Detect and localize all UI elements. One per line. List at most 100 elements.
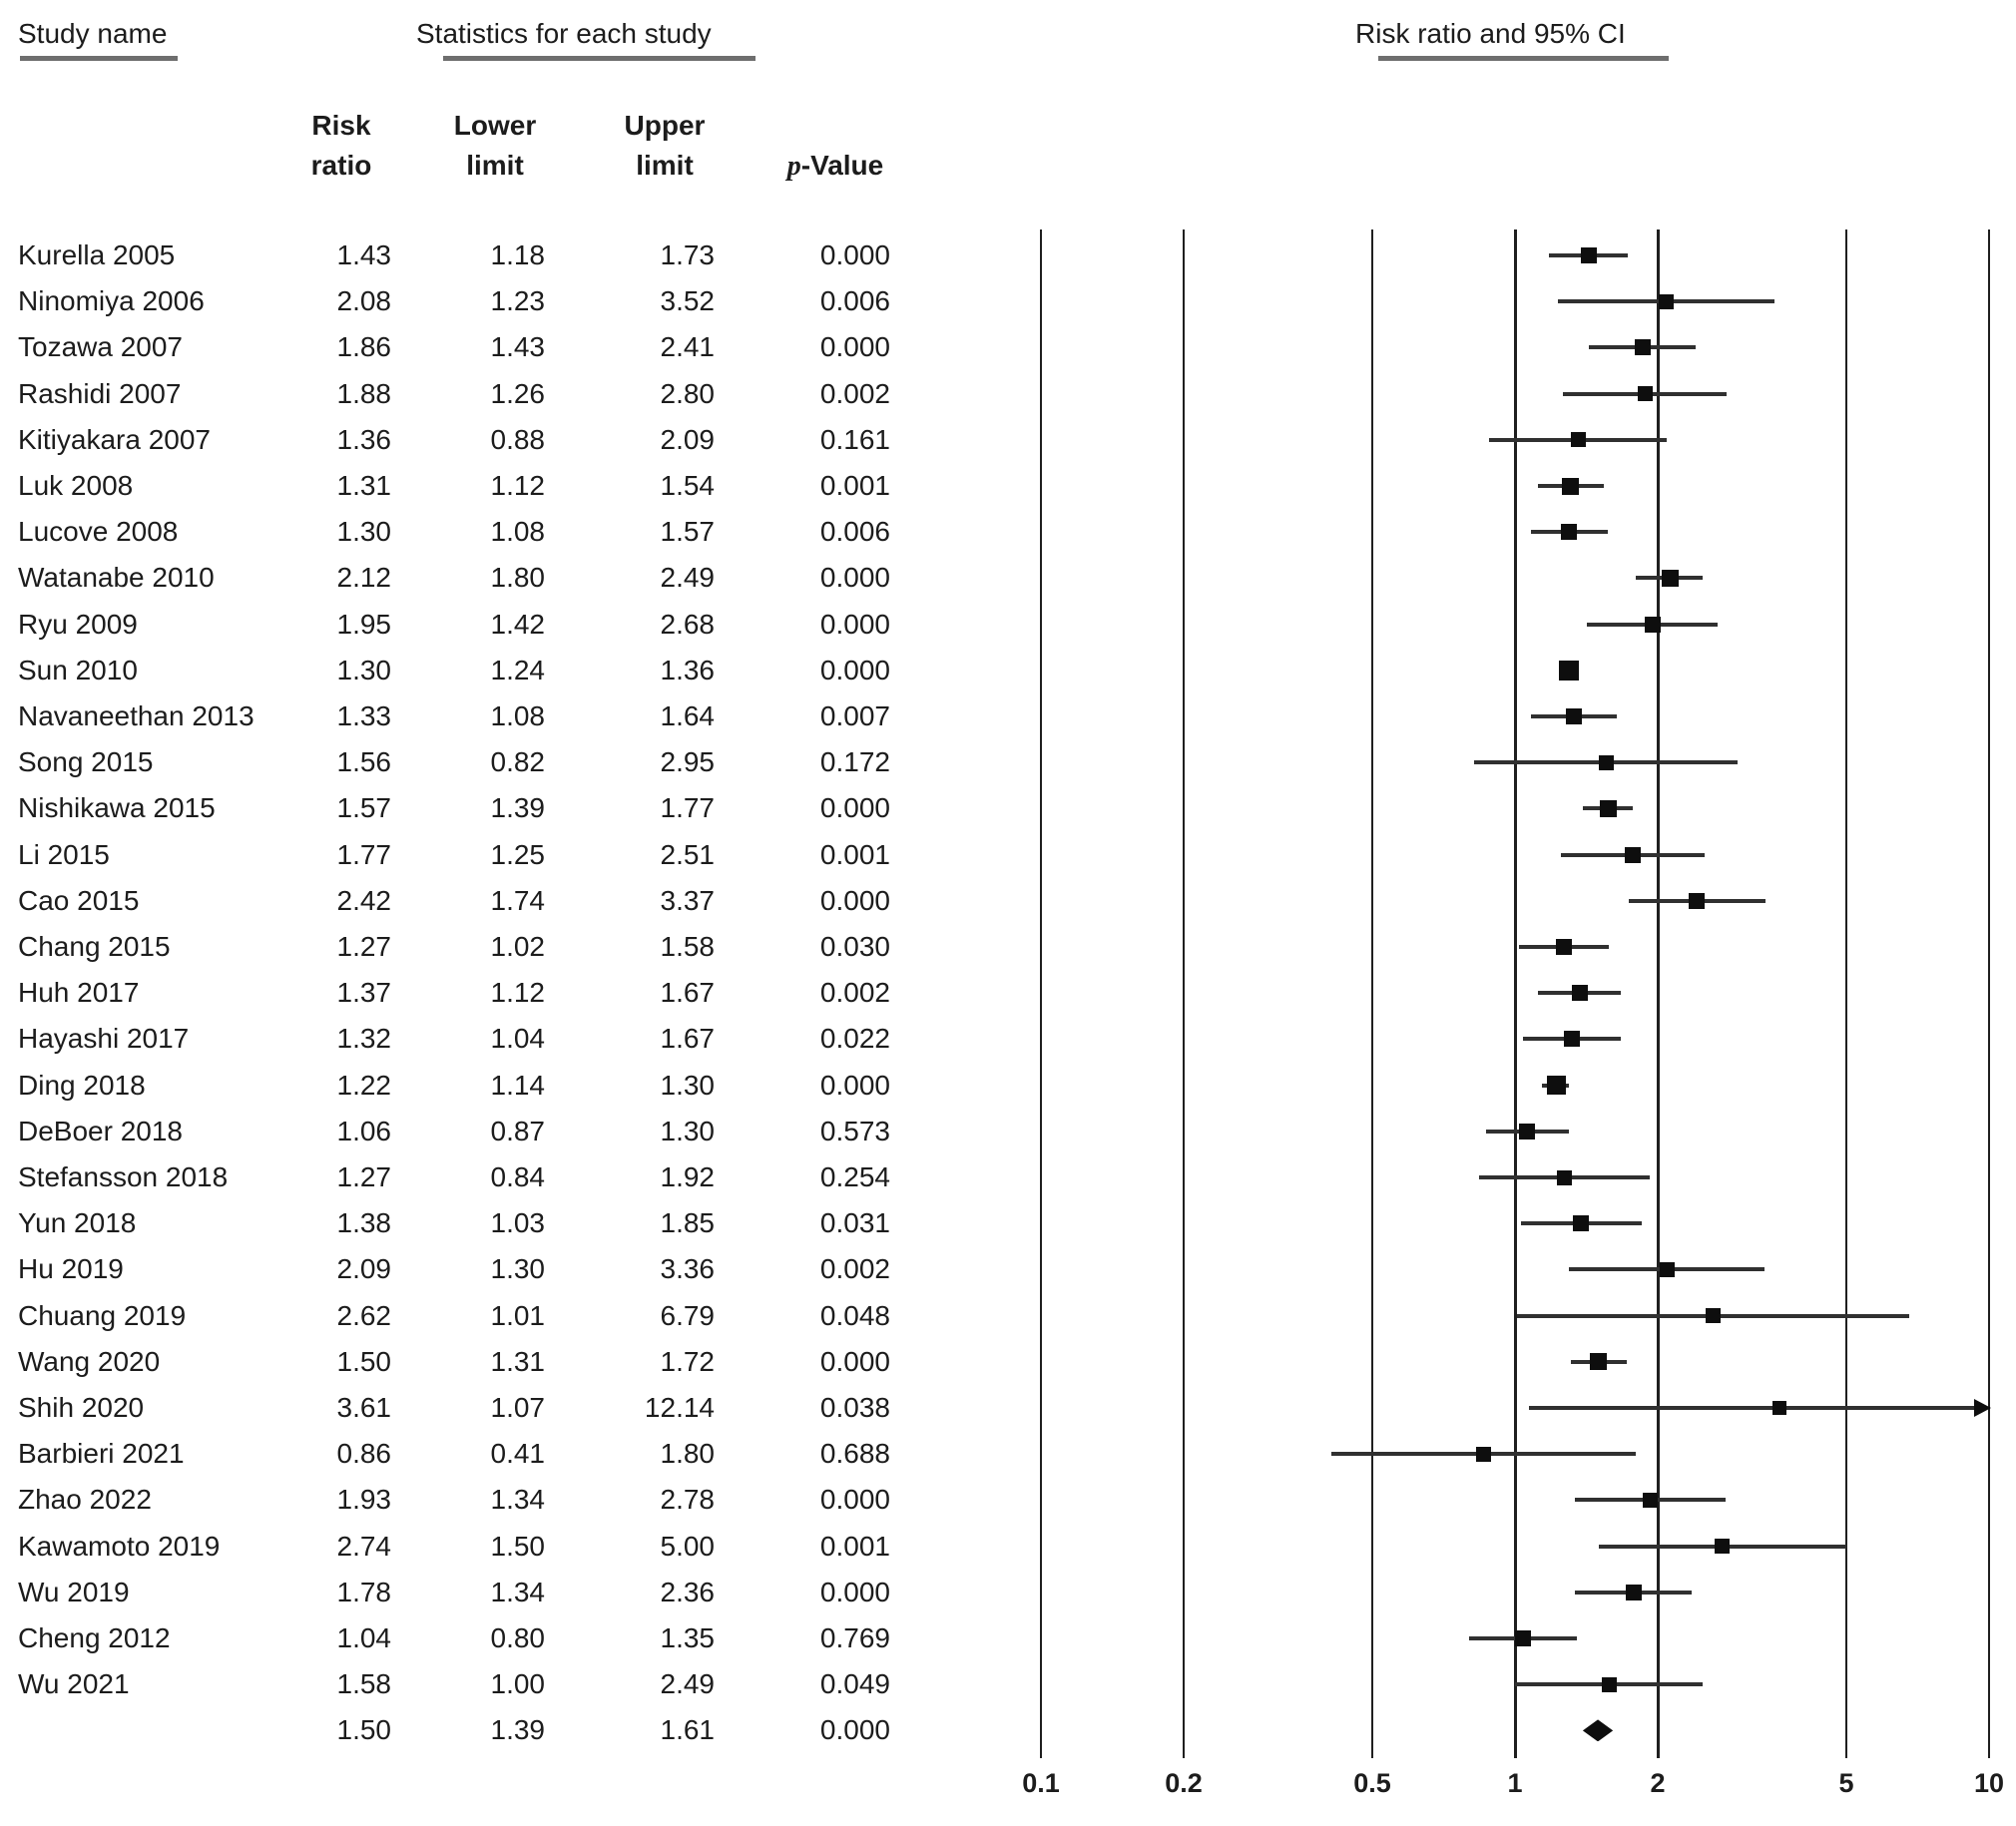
p-value-cell: 0.769 [819,1622,890,1653]
point-marker [1580,247,1597,263]
gridline [1845,229,1847,1758]
statistics-header: Statistics for each study [416,18,712,49]
risk-ratio-cell: 2.09 [336,1253,392,1285]
study-name-cell: Cao 2015 [18,884,140,916]
upper-limit-cell: 12.14 [644,1392,715,1423]
table-row: Hayashi 2017 1.32 1.04 1.67 0.022 [0,1022,998,1056]
lower-limit-cell: 1.24 [490,654,546,685]
point-marker [1556,1169,1572,1185]
p-value-cell: 0.000 [819,792,890,824]
risk-ratio-cell: 1.88 [336,377,392,409]
p-value-cell: 0.000 [819,1484,890,1516]
study-name-underline [20,56,178,61]
column-header-lower-limit-line1: Lower [453,110,537,141]
axis-tick-label: 10 [1973,1768,2005,1798]
risk-ratio-cell: 1.27 [336,1161,392,1192]
study-name-cell: Stefansson 2018 [18,1161,229,1192]
statistics-underline [443,56,756,61]
risk-ratio-cell: 1.38 [336,1207,392,1239]
table-row: Luk 2008 1.31 1.12 1.54 0.001 [0,469,998,503]
gridline [1656,229,1660,1758]
study-name-cell: Wu 2019 [18,1576,130,1607]
table-row: Watanabe 2010 2.12 1.80 2.49 0.000 [0,561,998,595]
risk-ratio-cell: 1.31 [336,470,392,501]
upper-limit-cell: 1.80 [660,1438,716,1470]
upper-limit-cell: 2.95 [660,746,716,778]
p-value-cell: 0.049 [819,1668,890,1700]
table-row: Sun 2010 1.30 1.24 1.36 0.000 [0,654,998,687]
point-marker [1643,1492,1659,1508]
table-row: Stefansson 2018 1.27 0.84 1.92 0.254 [0,1160,998,1194]
point-marker [1771,1401,1786,1415]
lower-limit-cell: 0.41 [490,1438,546,1470]
risk-ratio-cell: 1.30 [336,516,392,548]
study-name-header: Study name [18,18,168,49]
table-row: Kurella 2005 1.43 1.18 1.73 0.000 [0,238,998,272]
p-value-cell: 0.573 [819,1115,890,1146]
risk-ratio-cell: 1.36 [336,423,392,455]
risk-ratio-cell: 1.50 [336,1345,392,1377]
point-marker [1476,1446,1492,1462]
point-marker [1601,1676,1617,1692]
upper-limit-cell: 5.00 [660,1530,716,1562]
risk-ratio-cell: 2.42 [336,884,392,916]
upper-limit-cell: 2.36 [660,1576,716,1607]
upper-limit-cell: 2.78 [660,1484,716,1516]
column-header-lower-limit-line2: limit [466,150,524,181]
axis-tick-label: 2 [1650,1768,1666,1798]
lower-limit-cell: 1.23 [490,285,546,317]
study-name-cell: Hayashi 2017 [18,1023,190,1055]
upper-limit-cell: 1.57 [660,516,716,548]
upper-limit-cell: 6.79 [660,1299,716,1331]
column-header-risk-ratio-line2: ratio [310,150,372,181]
point-marker [1715,1539,1731,1555]
lower-limit-cell: 1.00 [490,1668,546,1700]
upper-limit-cell: 1.72 [660,1345,716,1377]
study-name-cell: Hu 2019 [18,1253,124,1285]
risk-ratio-cell: 0.86 [336,1438,392,1470]
p-value-cell: 0.030 [819,931,890,962]
risk-ratio-cell: 1.56 [336,746,392,778]
upper-limit-cell: 3.52 [660,285,716,317]
table-row: Kawamoto 2019 2.74 1.50 5.00 0.001 [0,1530,998,1564]
point-marker [1625,1584,1642,1600]
lower-limit-cell: 1.34 [490,1484,546,1516]
risk-ratio-cell: 1.95 [336,608,392,640]
point-marker [1599,754,1615,770]
arrow-right-cap [1974,1399,1991,1417]
table-row: Rashidi 2007 1.88 1.26 2.80 0.002 [0,377,998,411]
table-row: Kitiyakara 2007 1.36 0.88 2.09 0.161 [0,423,998,457]
upper-limit-cell: 2.09 [660,423,716,455]
risk-ratio-cell: 1.93 [336,1484,392,1516]
point-marker [1659,1261,1675,1277]
p-value-cell: 0.000 [819,1345,890,1377]
study-name-cell: Barbieri 2021 [18,1438,185,1470]
table-row: Wang 2020 1.50 1.31 1.72 0.000 [0,1345,998,1379]
study-name-cell: Ninomiya 2006 [18,285,205,317]
study-name-cell: Navaneethan 2013 [18,700,254,731]
table-row: Wu 2019 1.78 1.34 2.36 0.000 [0,1576,998,1609]
axis-tick-label: 0.1 [1022,1768,1060,1798]
point-marker [1637,386,1653,402]
risk-ratio-cell: 1.57 [336,792,392,824]
upper-limit-cell: 2.49 [660,562,716,594]
table-row: Hu 2019 2.09 1.30 3.36 0.002 [0,1252,998,1286]
table-row: Navaneethan 2013 1.33 1.08 1.64 0.007 [0,699,998,733]
gridline [1183,229,1185,1758]
point-marker [1624,846,1641,863]
study-name-cell: Luk 2008 [18,470,134,501]
study-name-cell: Chang 2015 [18,931,171,962]
upper-limit-cell: 1.92 [660,1161,716,1192]
lower-limit-cell: 1.12 [490,977,546,1009]
gridline [1988,229,1990,1758]
table-row: Huh 2017 1.37 1.12 1.67 0.002 [0,976,998,1010]
study-name-cell: Wu 2021 [18,1668,130,1700]
column-header-upper-limit-line1: Upper [624,110,706,141]
gridline [1371,229,1373,1758]
point-marker [1571,985,1588,1002]
point-marker [1561,524,1578,541]
plot-header: Risk ratio and 95% CI [1355,18,1626,49]
lower-limit-cell: 1.50 [490,1530,546,1562]
lower-limit-cell: 1.26 [490,377,546,409]
lower-limit-cell: 1.02 [490,931,546,962]
